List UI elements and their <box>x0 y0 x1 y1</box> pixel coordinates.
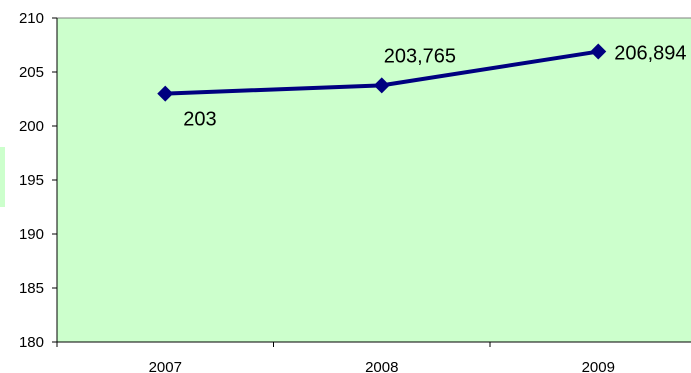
data-label: 203 <box>183 109 216 131</box>
x-tick-label: 2008 <box>365 359 398 373</box>
data-label: 206,894 <box>614 43 686 65</box>
y-tick-label: 200 <box>19 118 44 135</box>
side-accent-bar <box>0 147 5 207</box>
y-tick-label: 185 <box>19 280 44 297</box>
y-axis: 180 185 190 195 200 205 210 <box>19 10 58 351</box>
x-tick-label: 2009 <box>582 359 615 373</box>
y-tick-label: 180 <box>19 334 44 351</box>
plot-area <box>56 17 691 343</box>
data-point-marker <box>590 43 607 60</box>
data-point-marker <box>373 77 390 94</box>
x-axis: 2007 2008 2009 <box>56 341 691 373</box>
y-tick-label: 205 <box>19 64 44 81</box>
series-layer: 203 203,765 206,894 <box>157 43 687 131</box>
x-tick-label: 2007 <box>149 359 182 373</box>
data-point-marker <box>157 85 174 102</box>
y-tick-label: 195 <box>19 172 44 189</box>
y-tick-label: 190 <box>19 226 44 243</box>
data-label: 203,765 <box>384 45 456 67</box>
y-tick-label: 210 <box>19 10 44 27</box>
